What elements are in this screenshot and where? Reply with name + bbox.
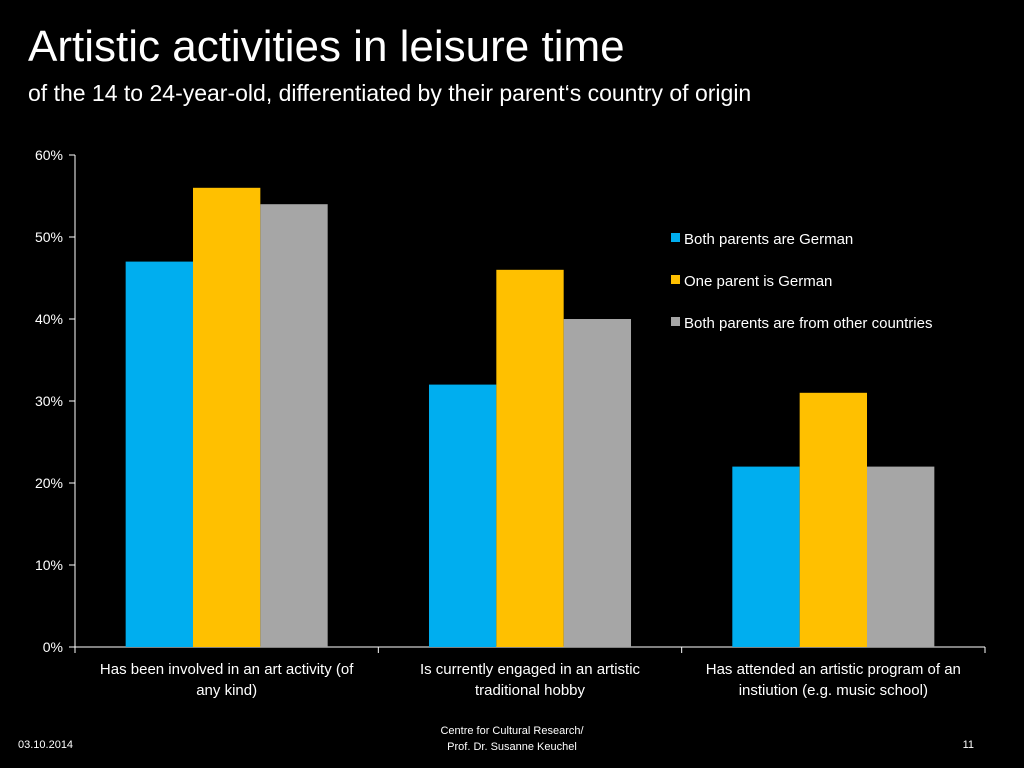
slide-subtitle: of the 14 to 24-year-old, differentiated…: [28, 80, 752, 106]
footer-credit-line: Centre for Cultural Research/: [440, 725, 584, 737]
footer-date: 03.10.2014: [18, 739, 74, 751]
x-category-label: any kind): [196, 682, 257, 699]
bar: [732, 466, 800, 647]
x-category-label: traditional hobby: [475, 682, 586, 699]
y-tick-label: 20%: [35, 475, 63, 491]
bar: [125, 261, 193, 647]
bar: [428, 384, 497, 647]
y-tick-label: 0%: [43, 639, 63, 655]
x-category-label: Has attended an artistic program of an: [706, 661, 961, 678]
legend-label: One parent is German: [684, 273, 832, 290]
x-category-label: Has been involved in an art activity (of: [100, 661, 354, 678]
x-category-label: Is currently engaged in an artistic: [420, 661, 641, 678]
bar: [496, 269, 564, 647]
y-tick-label: 10%: [35, 557, 63, 573]
page-number: 11: [962, 739, 974, 751]
y-tick-label: 30%: [35, 393, 63, 409]
legend-swatch: [671, 275, 680, 284]
bar: [867, 466, 935, 647]
legend-label: Both parents are from other countries: [684, 315, 932, 332]
y-tick-label: 50%: [35, 229, 63, 245]
legend-swatch: [671, 317, 680, 326]
x-category-label: instiution (e.g. music school): [739, 682, 928, 699]
bar: [260, 204, 328, 647]
footer-credit: Centre for Cultural Research/ Prof. Dr. …: [362, 723, 662, 755]
bar: [563, 319, 632, 647]
slide-title: Artistic activities in leisure time: [28, 22, 625, 71]
y-tick-label: 40%: [35, 311, 63, 327]
bar-chart: 0% 10% 20% 30% 40% 50% 60% Has been involved in…: [35, 147, 986, 699]
legend-swatch: [671, 233, 680, 242]
legend-label: Both parents are German: [684, 231, 853, 248]
footer-credit-line: Prof. Dr. Susanne Keuchel: [447, 741, 577, 753]
bar: [192, 187, 261, 648]
y-tick-label: 60%: [35, 147, 63, 163]
bar: [799, 392, 868, 647]
